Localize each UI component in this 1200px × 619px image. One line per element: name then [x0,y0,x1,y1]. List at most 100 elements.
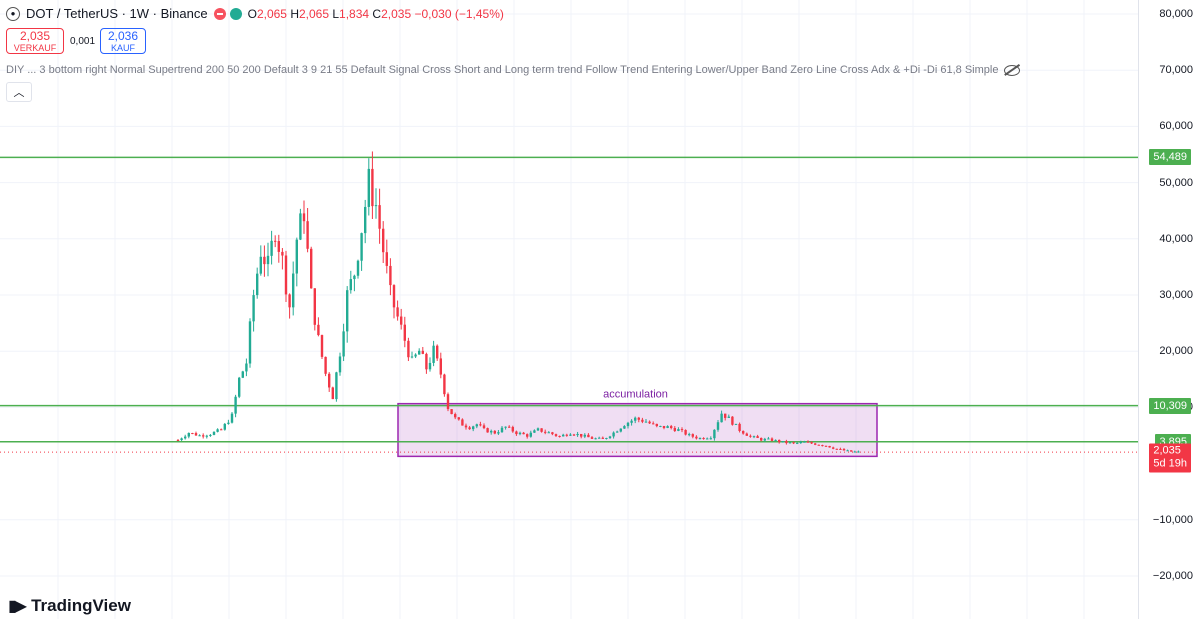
candle-body [245,363,248,372]
candle-body [238,377,241,397]
candle-body [475,424,478,427]
candle-body [180,438,183,441]
candle-body [652,423,655,425]
candle-body [252,295,255,322]
level-price-badge[interactable]: 10,309 [1149,397,1191,414]
candle-body [176,439,180,441]
candle-body [522,432,525,435]
candle-body [187,433,190,437]
candle-body [310,248,313,289]
candle-body [353,275,356,280]
candle-body [425,353,428,370]
candle-body [439,358,442,375]
candle-body [392,285,396,308]
candle-body [446,394,450,410]
candle-body [194,433,198,436]
candle-body [544,431,547,433]
candle-body [349,279,352,291]
candle-body [688,434,691,436]
candle-body [684,429,687,435]
candle-body [216,429,219,432]
candle-body [580,433,583,437]
candle-body [594,438,597,440]
candle-body [695,436,698,439]
chart-canvas[interactable]: accumulation [0,0,1138,619]
sell-button[interactable]: 2,035 VERKAUF [6,28,64,54]
candle-body [659,425,662,427]
candle-body [601,437,604,439]
candle-body [450,409,453,415]
candle-body [832,447,835,449]
candle-body [551,432,554,435]
current-price-badge[interactable]: 2,035 5d 19h [1149,443,1191,473]
candle-body [270,240,273,256]
candle-body [565,434,568,436]
level-price-badge[interactable]: 54,489 [1149,149,1191,166]
close-label: C [372,6,382,21]
buy-price: 2,036 [107,29,139,43]
candle-body [274,240,277,242]
candle-body [328,373,331,388]
candle-body [857,451,860,453]
candle-body [209,434,212,436]
market-status-icon[interactable] [229,7,242,20]
candle-body [752,436,756,438]
ohlc-values: O2,065 H2,065 L1,834 C2,035 −0,030 (−1,4… [248,7,504,21]
candle-body [634,417,637,421]
indicator-legend[interactable]: DIY ... 3 bottom right Normal Supertrend… [6,64,1021,76]
market-closed-icon[interactable] [213,7,226,20]
candle-body [281,251,284,256]
close-value: 2,035 [381,6,412,21]
symbol-title[interactable]: DOT / TetherUS · 1W · Binance [26,6,208,21]
price-axis[interactable]: 80,000 70,000 60,000 50,000 40,000 30,000 20,0… [1138,0,1200,619]
candle-body [583,434,586,437]
candle-body [418,350,421,355]
high-value: 2,065 [298,6,330,21]
candle-body [472,426,475,430]
candle-body [810,442,813,444]
candle-body [374,205,378,207]
collapse-legend-button[interactable]: ︿ [6,82,32,102]
candle-body [716,422,720,430]
candle-body [504,426,507,428]
candle-body [767,438,770,440]
candle-body [241,371,244,378]
candle-body [490,430,493,433]
price-tick-label: 30,000 [1159,289,1193,301]
sell-label: VERKAUF [13,43,57,53]
candle-body [806,441,810,443]
candle-body [410,356,414,358]
candle-body [842,448,846,451]
candle-body [421,350,424,354]
candle-body [778,439,781,443]
candle-body [414,354,417,357]
candle-body [526,434,529,437]
candle-body [306,221,309,249]
candle-body [839,448,842,450]
price-tick-label: 20,000 [1159,345,1193,358]
candle-body [558,435,561,437]
chevron-up-icon: ︿ [13,87,25,99]
accumulation-zone-box [397,402,878,458]
candle-body [612,432,615,437]
price-tick-label: 40,000 [1159,232,1193,245]
candle-body [295,239,298,274]
legend-controls [213,7,242,20]
candle-body [317,324,320,336]
candle-body [248,321,252,364]
buy-button[interactable]: 2,036 KAUF [100,28,146,54]
candle-body [637,417,640,420]
indicator-settings-text[interactable]: DIY ... 3 bottom right Normal Supertrend… [6,64,999,76]
candle-body [598,437,601,439]
candle-body [479,424,482,426]
candle-body [360,233,363,261]
open-value: 2,065 [256,6,287,21]
candle-body [644,421,648,423]
candle-body [536,428,540,431]
candle-body [706,438,709,440]
price-chart[interactable]: accumulation [0,0,1138,619]
candle-body [515,431,518,435]
tradingview-logo[interactable]: ▮▶ TradingView [8,596,131,616]
candle-body [313,288,316,325]
hide-indicator-icon[interactable] [1004,64,1021,76]
